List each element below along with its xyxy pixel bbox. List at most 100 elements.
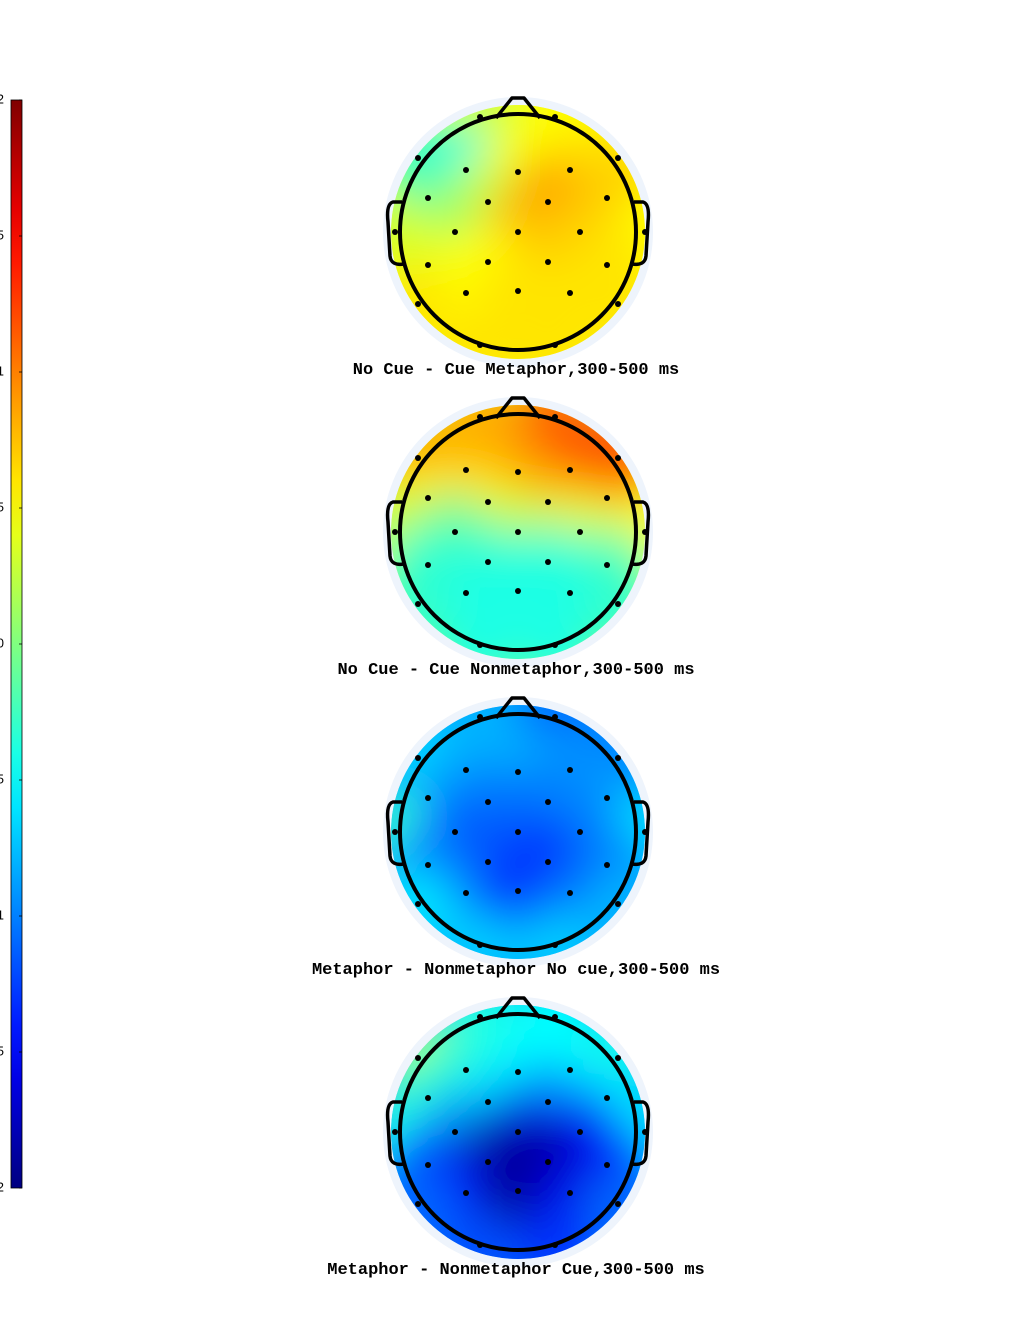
electrode <box>615 455 621 461</box>
electrode <box>552 1242 558 1248</box>
electrode <box>615 1055 621 1061</box>
electrode <box>515 229 521 235</box>
electrode <box>425 495 431 501</box>
electrode <box>567 890 573 896</box>
topoplot: Metaphor - Nonmetaphor Cue,300-500 ms <box>327 996 705 1280</box>
scalp-field <box>391 405 645 659</box>
electrode-value <box>438 910 519 959</box>
electrode <box>463 767 469 773</box>
electrode <box>425 262 431 268</box>
electrode <box>642 829 648 835</box>
electrode <box>485 499 491 505</box>
electrode <box>567 290 573 296</box>
electrode-value <box>438 610 519 659</box>
nose <box>494 96 542 120</box>
electrode <box>604 495 610 501</box>
electrode <box>615 601 621 607</box>
electrode <box>452 529 458 535</box>
electrode <box>515 169 521 175</box>
electrode <box>515 1188 521 1194</box>
electrode <box>615 155 621 161</box>
electrode <box>545 259 551 265</box>
electrode-value <box>438 310 519 359</box>
electrode <box>477 414 483 420</box>
electrode <box>415 601 421 607</box>
colorbar-tick-label: -0.5 <box>0 771 4 786</box>
electrode <box>642 229 648 235</box>
head-outline <box>398 412 638 652</box>
electrode <box>392 1129 398 1135</box>
electrode <box>615 301 621 307</box>
electrode <box>485 259 491 265</box>
electrode <box>415 155 421 161</box>
colorbar-tick-label: 1.5 <box>0 227 4 242</box>
electrode <box>545 1099 551 1105</box>
electrode <box>604 1095 610 1101</box>
colorbar-tick-label: 1 <box>0 363 4 378</box>
electrode <box>392 829 398 835</box>
right-ear <box>631 500 651 567</box>
electrode-value <box>438 1210 519 1259</box>
colorbar-tick-label: 2 <box>0 91 4 106</box>
electrode <box>477 714 483 720</box>
nose <box>494 696 542 720</box>
electrode <box>425 1095 431 1101</box>
electrode <box>604 862 610 868</box>
electrode <box>552 1014 558 1020</box>
colorbar-tick-label: 0.5 <box>0 499 4 514</box>
electrode <box>463 1190 469 1196</box>
colorbar-tick-label: 0 <box>0 635 4 650</box>
electrode <box>485 559 491 565</box>
electrode <box>415 901 421 907</box>
electrode <box>425 1162 431 1168</box>
electrode <box>545 199 551 205</box>
electrode <box>415 301 421 307</box>
electrode <box>567 590 573 596</box>
electrode <box>552 942 558 948</box>
electrode <box>567 767 573 773</box>
left-ear <box>385 200 405 267</box>
electrode <box>552 642 558 648</box>
electrode <box>425 195 431 201</box>
electrode <box>477 942 483 948</box>
head-outline <box>398 712 638 952</box>
electrode <box>392 229 398 235</box>
electrode <box>415 1055 421 1061</box>
electrode <box>515 469 521 475</box>
electrode <box>552 414 558 420</box>
electrode <box>515 829 521 835</box>
electrode <box>567 1067 573 1073</box>
electrode <box>452 829 458 835</box>
electrode <box>545 859 551 865</box>
electrode <box>552 714 558 720</box>
left-ear <box>385 800 405 867</box>
scalp-field <box>391 1005 645 1259</box>
electrode <box>567 467 573 473</box>
electrode <box>425 795 431 801</box>
topoplot: Metaphor - Nonmetaphor No cue,300-500 ms <box>312 696 720 980</box>
colorbar-tick-label: -1.5 <box>0 1043 4 1058</box>
electrode <box>485 199 491 205</box>
electrode <box>463 167 469 173</box>
electrode <box>604 562 610 568</box>
electrode <box>515 1069 521 1075</box>
electrode <box>452 229 458 235</box>
electrode <box>552 342 558 348</box>
electrode-value <box>516 310 597 359</box>
electrode <box>485 1159 491 1165</box>
topoplot: No Cue - Cue Metaphor,300-500 ms <box>353 96 679 380</box>
electrode <box>567 1190 573 1196</box>
electrode <box>642 529 648 535</box>
electrode <box>545 1159 551 1165</box>
electrode <box>463 290 469 296</box>
electrode <box>515 588 521 594</box>
electrode-value <box>516 1210 597 1259</box>
topoplot: No Cue - Cue Nonmetaphor,300-500 ms <box>337 396 695 680</box>
right-ear <box>631 1100 651 1167</box>
electrode <box>604 195 610 201</box>
electrode <box>415 455 421 461</box>
electrode <box>485 1099 491 1105</box>
colorbar-tick-label: -1 <box>0 907 4 922</box>
